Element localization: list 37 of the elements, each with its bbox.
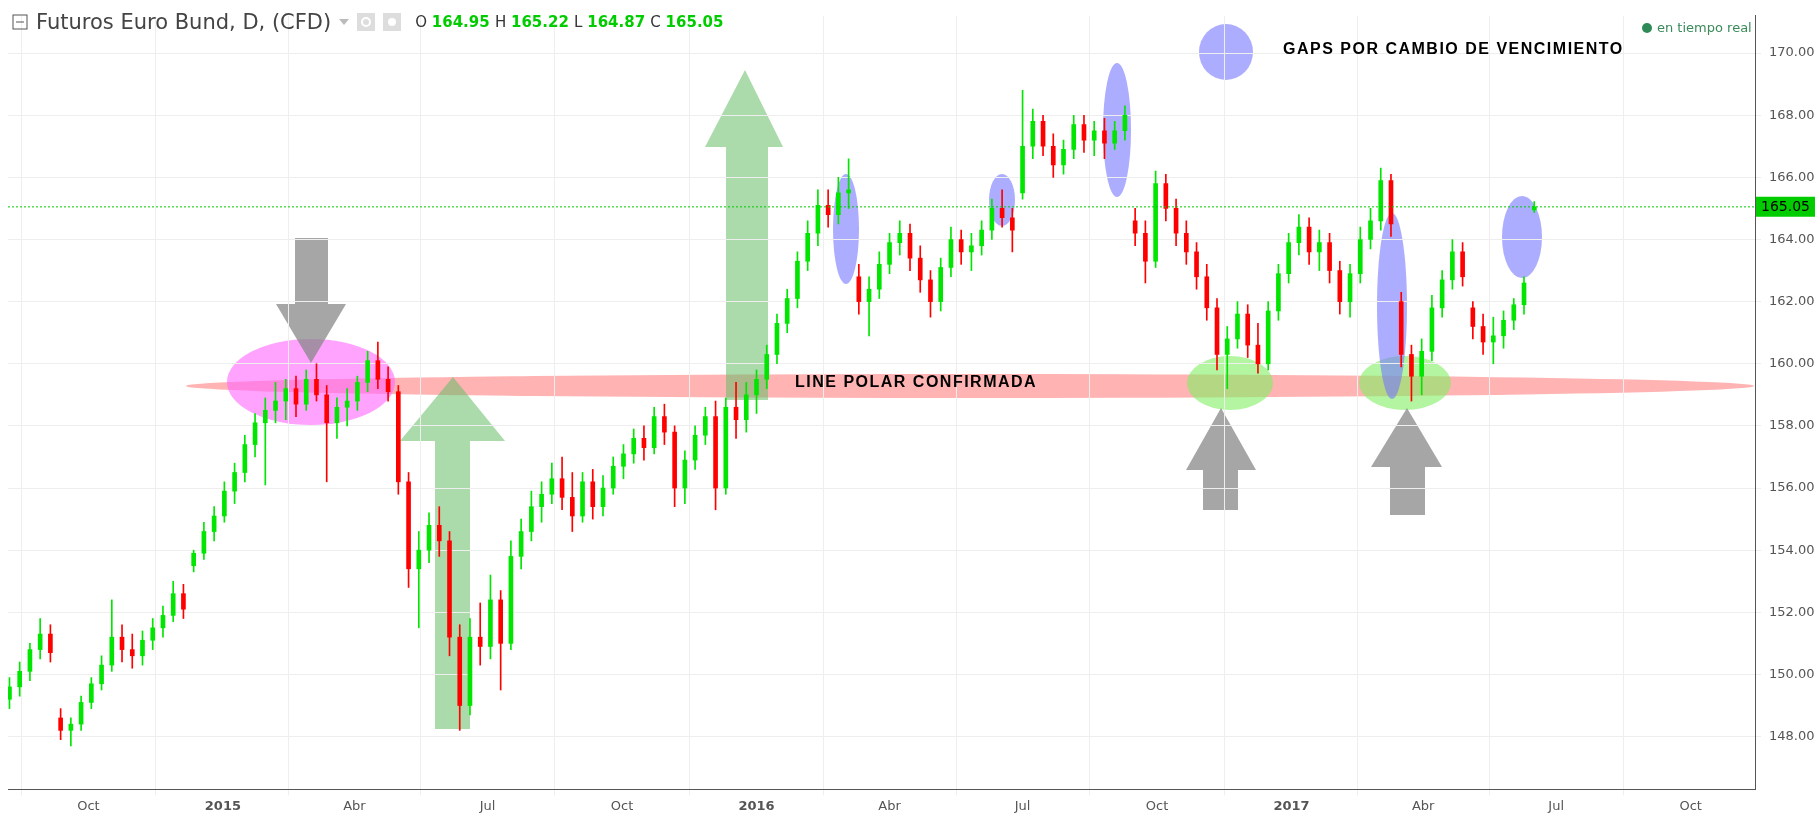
x-tick-label: Jul <box>1547 797 1565 813</box>
y-tick-label: 148.00 <box>1769 727 1815 743</box>
x-tick-label: 2016 <box>738 797 775 813</box>
x-tick-label: Jul <box>478 797 496 813</box>
y-tick-label: 154.00 <box>1769 541 1815 557</box>
y-tick-label: 164.00 <box>1769 230 1815 246</box>
candlestick <box>477 602 483 666</box>
x-tick-label: 2017 <box>1273 797 1310 813</box>
y-tick-label: 156.00 <box>1769 479 1815 495</box>
x-tick-label: 2015 <box>204 797 241 813</box>
annotation: en tiempo real <box>1657 20 1752 35</box>
y-tick-label: 158.00 <box>1769 417 1815 433</box>
y-tick-label: 162.00 <box>1769 293 1815 308</box>
annotation: LINE POLAR CONFIRMADA <box>795 373 1038 391</box>
x-tick-label: Oct <box>1145 797 1169 813</box>
y-tick-label: 166.00 <box>1769 168 1815 184</box>
x-tick-label: Abr <box>343 797 367 813</box>
x-tick-label: Abr <box>1411 797 1436 813</box>
x-tick-label: Oct <box>1679 797 1702 813</box>
candlestick <box>129 633 135 669</box>
x-tick-label: Oct <box>610 797 634 813</box>
x-tick-label: Abr <box>878 797 902 813</box>
x-tick-label: Jul <box>1013 797 1031 813</box>
candlestick <box>262 397 268 486</box>
chart-title: Futuros Euro Bund, D, (CFD) <box>36 10 332 34</box>
y-tick-label: 168.00 <box>1769 106 1815 122</box>
annotation: GAPS POR CAMBIO DE VENCIMIENTO <box>1283 40 1624 58</box>
chart-subtitle: O 164.95 H 165.22 L 164.87 C 165.05 <box>415 13 724 31</box>
candlestick <box>1224 326 1230 389</box>
y-tick-label: 152.00 <box>1769 603 1815 619</box>
y-tick-label: 170.00 <box>1769 44 1815 60</box>
y-tick-label: 160.00 <box>1769 355 1815 371</box>
candlestick <box>1490 316 1496 365</box>
x-tick-label: Oct <box>77 797 100 813</box>
y-tick-label: 150.00 <box>1769 665 1815 681</box>
candlestick <box>416 531 422 629</box>
ref-line-label: 165.05 <box>1761 197 1810 214</box>
